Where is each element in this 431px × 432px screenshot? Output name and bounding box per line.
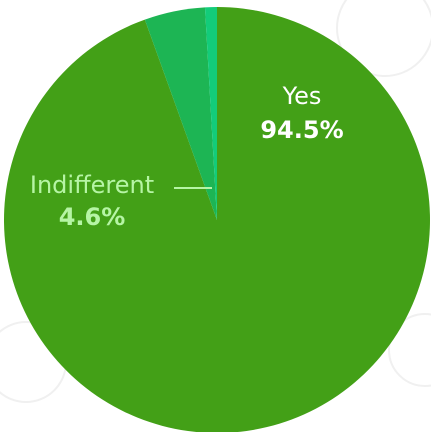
pie-slice-yes	[4, 7, 430, 432]
slice-label-yes: Yes	[282, 82, 322, 110]
pie-slice-indifferent	[144, 7, 217, 221]
background-circle	[336, 0, 431, 77]
slice-label-indifferent: Indifferent	[30, 171, 154, 199]
pie-slice-other-2	[204, 7, 217, 220]
slice-value-yes: 94.5%	[260, 116, 343, 144]
pie-slices	[4, 7, 430, 432]
pie-labels: Yes 94.5% Indifferent 4.6%	[30, 82, 344, 231]
slice-value-indifferent: 4.6%	[59, 203, 126, 231]
background-circle	[388, 313, 431, 387]
